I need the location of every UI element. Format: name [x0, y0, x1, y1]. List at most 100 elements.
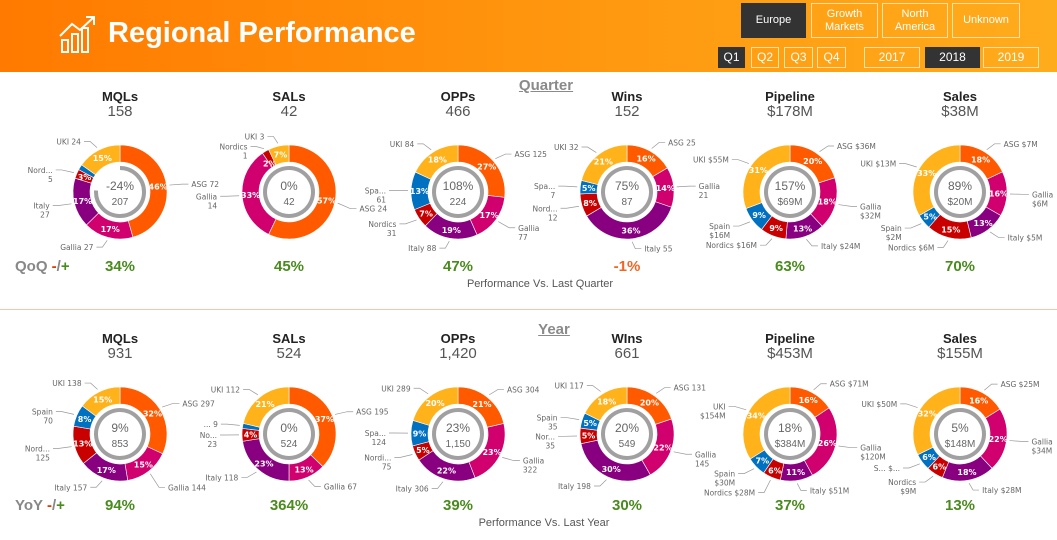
- slice-outer-label: Gallia 27: [60, 243, 93, 252]
- chart-total: 1,420: [439, 345, 477, 362]
- slice-asg[interactable]: [268, 144, 337, 240]
- slice-pct-label: 5%: [583, 419, 597, 428]
- donut-chart: 27% ASG 125 17% Gallia 77 19% Italy 88 7% Nordic…: [365, 140, 547, 253]
- qoq-plus: +: [60, 258, 70, 275]
- donut-chart: 37% ASG 195 13% Gallia 67 23% Italy 118 4% No..…: [200, 385, 389, 491]
- slice-outer-label: UKI 24: [56, 137, 81, 146]
- leader-line: [676, 185, 696, 188]
- slice-uki[interactable]: [268, 144, 290, 166]
- slice-pct-label: 37%: [315, 415, 334, 424]
- leader-line: [83, 141, 98, 148]
- leader-line: [243, 389, 259, 396]
- slice-outer-label-line: Italy $5M: [1008, 234, 1043, 243]
- slice-asg[interactable]: [119, 144, 168, 238]
- slice-outer-label-line: $32M: [860, 211, 881, 220]
- slice-outer-label-line: UKI: [713, 402, 726, 411]
- slice-pct-label: 8%: [78, 415, 92, 424]
- slice-uki[interactable]: [742, 144, 791, 209]
- gauge-ring: [601, 408, 653, 460]
- leader-line: [731, 159, 750, 164]
- leader-line: [900, 403, 918, 408]
- slice-outer-label: Spa... 61: [365, 186, 387, 204]
- gauge-ring: [94, 408, 146, 460]
- quarter-button-q2[interactable]: Q2: [751, 47, 779, 68]
- slice-outer-label-line: ASG 195: [356, 408, 389, 417]
- slice-outer-label-line: ASG 304: [507, 385, 540, 394]
- slice-outer-label-line: $30M: [714, 479, 735, 488]
- slice-outer-label: Italy 118: [205, 473, 238, 482]
- slice-outer-label-line: 70: [43, 417, 53, 426]
- slice-uki[interactable]: [584, 386, 628, 422]
- slice-outer-label-line: $34M: [1031, 446, 1052, 455]
- leader-line: [758, 479, 771, 493]
- performance-pct: 364%: [269, 497, 309, 514]
- slice-outer-label-line: 77: [518, 233, 528, 242]
- slice-outer-label-line: UKI 84: [390, 140, 415, 149]
- leader-line: [558, 185, 578, 188]
- performance-pct: 37%: [774, 497, 806, 514]
- region-button-growth-markets[interactable]: Growth Markets: [811, 3, 878, 38]
- slice-pct-label: 5%: [582, 432, 596, 441]
- slice-outer-label: Spa... 7: [534, 182, 556, 200]
- slice-uki[interactable]: [242, 386, 290, 428]
- section-divider: [0, 309, 1057, 310]
- slice-outer-label-line: $120M: [860, 453, 886, 462]
- slice-uki[interactable]: [81, 144, 121, 176]
- slice-uki[interactable]: [912, 386, 961, 456]
- slice-outer-label-line: 35: [546, 441, 556, 450]
- yoy-minus: -: [46, 497, 52, 514]
- leader-line: [394, 454, 413, 458]
- slice-pct-label: 5%: [416, 446, 430, 455]
- leader-line: [986, 143, 1001, 151]
- year-mqls-chart: MQLs 931 32% ASG 297 15% Gallia 144 17% Italy 1…: [25, 332, 215, 502]
- slice-pct-label: 22%: [653, 444, 672, 453]
- leader-line: [308, 479, 321, 487]
- slice-outer-label: Nordics 1: [219, 143, 247, 161]
- slice-uki[interactable]: [742, 386, 791, 460]
- slice-outer-label: Gallia $32M: [860, 202, 881, 220]
- slice-outer-label-line: ASG 131: [674, 384, 707, 393]
- slice-italy[interactable]: [580, 439, 651, 482]
- slice-outer-label-line: Gallia: [860, 444, 881, 453]
- slice-uki[interactable]: [912, 144, 961, 216]
- gauge-ring: [432, 166, 484, 218]
- slice-pct-label: 21%: [255, 400, 274, 409]
- slice-outer-label: Nordi... 75: [364, 453, 391, 471]
- gauge-ring: [263, 408, 315, 460]
- center-previous-value: 42: [283, 197, 295, 208]
- slice-uki[interactable]: [581, 144, 628, 185]
- year-button-2018[interactable]: 2018: [925, 47, 980, 68]
- leader-line: [502, 457, 520, 462]
- slice-outer-label: Spain $30M: [714, 470, 735, 488]
- slice-outer-label: Gallia 21: [699, 182, 720, 200]
- slice-outer-label: S... $...: [874, 464, 900, 473]
- quarter-caption: Performance Vs. Last Quarter: [466, 278, 614, 290]
- slice-outer-label-line: UKI 24: [56, 137, 81, 146]
- slice-pct-label: 13%: [793, 224, 812, 233]
- slice-uki[interactable]: [81, 386, 121, 417]
- slice-outer-label: UKI $50M: [861, 400, 897, 409]
- quarter-button-q3[interactable]: Q3: [784, 47, 813, 68]
- center-change-pct: 20%: [615, 421, 639, 435]
- region-button-unknown[interactable]: Unknown: [952, 3, 1020, 38]
- slice-outer-label: UKI 289: [381, 384, 411, 393]
- slice-outer-label-line: 14: [208, 201, 218, 210]
- yoy-slash: /: [51, 497, 57, 514]
- leader-line: [581, 146, 597, 153]
- slice-outer-label-line: UKI 289: [381, 384, 411, 393]
- region-button-north-america[interactable]: North America: [882, 3, 948, 38]
- year-button-2017[interactable]: 2017: [864, 47, 920, 68]
- leader-line: [937, 240, 949, 248]
- leader-line: [495, 153, 512, 160]
- slice-uki[interactable]: [412, 386, 459, 426]
- leader-line: [968, 482, 980, 491]
- slice-outer-label: UKI 112: [211, 385, 241, 394]
- slice-uki[interactable]: [415, 144, 459, 180]
- slice-outer-label: ASG 195: [356, 408, 389, 417]
- leader-line: [334, 411, 354, 415]
- quarter-button-q4[interactable]: Q4: [817, 47, 846, 68]
- quarter-button-q1[interactable]: Q1: [718, 47, 745, 68]
- gauge-ring: [934, 166, 986, 218]
- region-button-europe[interactable]: Europe: [741, 3, 806, 38]
- year-button-2019[interactable]: 2019: [983, 47, 1039, 68]
